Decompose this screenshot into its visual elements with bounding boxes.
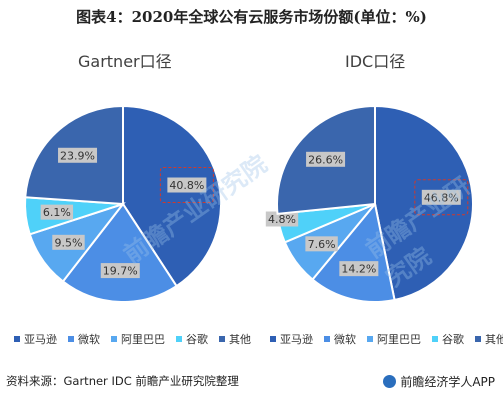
highlight-box [414, 179, 469, 216]
data-label: 23.9% [60, 149, 95, 162]
data-label-box [306, 151, 346, 167]
legend-swatch [367, 336, 373, 342]
data-label: 9.5% [55, 236, 83, 249]
legend-item: 谷歌 [432, 331, 464, 347]
legend-item: 微软 [324, 331, 356, 347]
legend-swatch [68, 336, 74, 342]
data-label-box [421, 189, 461, 205]
legend-swatch [432, 336, 438, 342]
legend-item: 其他 [219, 331, 251, 347]
legend-label: 其他 [485, 333, 503, 346]
legend-label: 谷歌 [442, 333, 464, 346]
legend-swatch [111, 336, 117, 342]
legend-left: 亚马逊 微软 阿里巴巴 谷歌 其他 [14, 331, 251, 347]
data-label: 4.8% [268, 213, 296, 226]
legend-item: 亚马逊 [270, 331, 313, 347]
data-label: 14.2% [341, 263, 376, 276]
chart-title: 图表4：2020年全球公有云服务市场份额(单位：%) [76, 8, 427, 26]
legend-item: 微软 [68, 331, 100, 347]
data-label-box [52, 234, 85, 250]
legend-label: 亚马逊 [24, 333, 57, 346]
legend-item: 阿里巴巴 [111, 331, 165, 347]
data-label-box [339, 261, 379, 277]
legend-item: 其他 [475, 331, 503, 347]
legend-item: 阿里巴巴 [367, 331, 421, 347]
legend-swatch [176, 336, 182, 342]
data-label: 40.8% [169, 179, 204, 192]
brand-logo-icon [383, 375, 397, 388]
legend-item: 谷歌 [176, 331, 208, 347]
pie-slice-1 [311, 201, 396, 303]
legend-label: 其他 [229, 333, 251, 346]
data-label: 46.8% [424, 191, 459, 204]
left-chart-subtitle: Gartner口径 [78, 52, 172, 71]
legend-label: 阿里巴巴 [121, 333, 165, 346]
data-label: 7.6% [308, 238, 336, 251]
legend-swatch [324, 336, 330, 342]
legend-label: 微软 [78, 333, 100, 346]
legend-right: 亚马逊 微软 阿里巴巴 谷歌 其他 [270, 331, 503, 347]
idc-pie-chart: 46.8% 14.2% 7.6% 4.8% 26.6% [265, 104, 474, 303]
legend-swatch [270, 336, 276, 342]
right-chart-subtitle: IDC口径 [345, 52, 406, 71]
legend-label: 谷歌 [186, 333, 208, 346]
brand-label: 前瞻经济学人APP [400, 375, 495, 389]
legend-label: 亚马逊 [280, 333, 313, 346]
legend-item: 亚马逊 [14, 331, 57, 347]
legend-swatch [14, 336, 20, 342]
data-label: 26.6% [308, 153, 343, 166]
data-label-box [305, 236, 338, 252]
data-label-box [100, 263, 140, 279]
data-label-box [167, 177, 207, 193]
data-label: 6.1% [43, 206, 71, 219]
legend-swatch [219, 336, 225, 342]
brand: 前瞻经济学人APP [383, 373, 495, 390]
source-note: 资料来源：Gartner IDC 前瞻产业研究院整理 [6, 374, 239, 388]
gartner-pie-chart: 40.8% 19.7% 9.5% 6.1% 23.9% [24, 104, 222, 303]
data-label-box [58, 147, 98, 163]
data-label-box [265, 211, 299, 227]
data-label-box [40, 204, 74, 220]
highlight-box [159, 167, 214, 204]
legend-swatch [475, 336, 481, 342]
legend-label: 阿里巴巴 [377, 333, 421, 346]
legend-label: 微软 [334, 333, 356, 346]
pie-slice-1 [61, 202, 178, 303]
data-label: 19.7% [103, 265, 138, 278]
